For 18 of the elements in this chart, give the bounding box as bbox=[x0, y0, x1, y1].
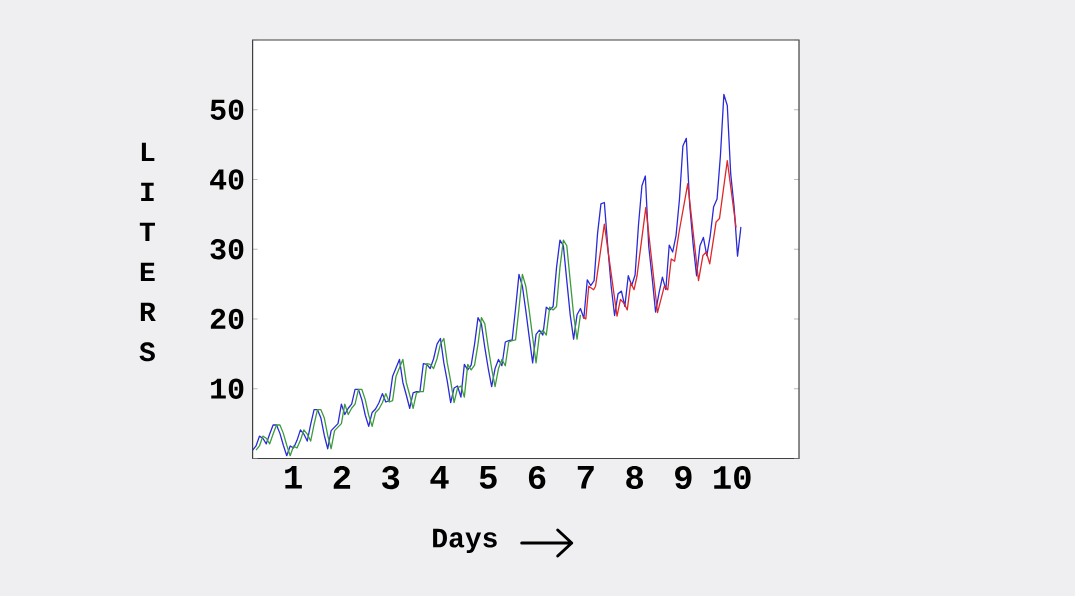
x-tick-label: 5 bbox=[479, 466, 497, 489]
y-axis-title: LITERS bbox=[139, 142, 156, 362]
y-tick-label: 50 bbox=[210, 99, 244, 120]
x-tick-label: 4 bbox=[430, 466, 449, 489]
y-tick-label: 10 bbox=[211, 378, 244, 399]
x-tick-label: 1 bbox=[285, 466, 302, 489]
x-tick-label: 7 bbox=[577, 466, 594, 489]
x-tick-label: 3 bbox=[382, 466, 400, 490]
x-tick-label: 9 bbox=[675, 466, 692, 490]
y-tick-label: 20 bbox=[210, 308, 244, 330]
x-tick-label: 2 bbox=[333, 466, 351, 489]
x-tick-label: 6 bbox=[528, 466, 546, 490]
x-tick-label: 8 bbox=[626, 466, 643, 490]
x-axis-title: Days bbox=[433, 528, 497, 554]
x-tick-label: 10 bbox=[714, 466, 751, 490]
line-series bbox=[582, 160, 737, 320]
y-tick-label: 30 bbox=[210, 239, 244, 260]
y-tick-label: 40 bbox=[210, 169, 244, 190]
